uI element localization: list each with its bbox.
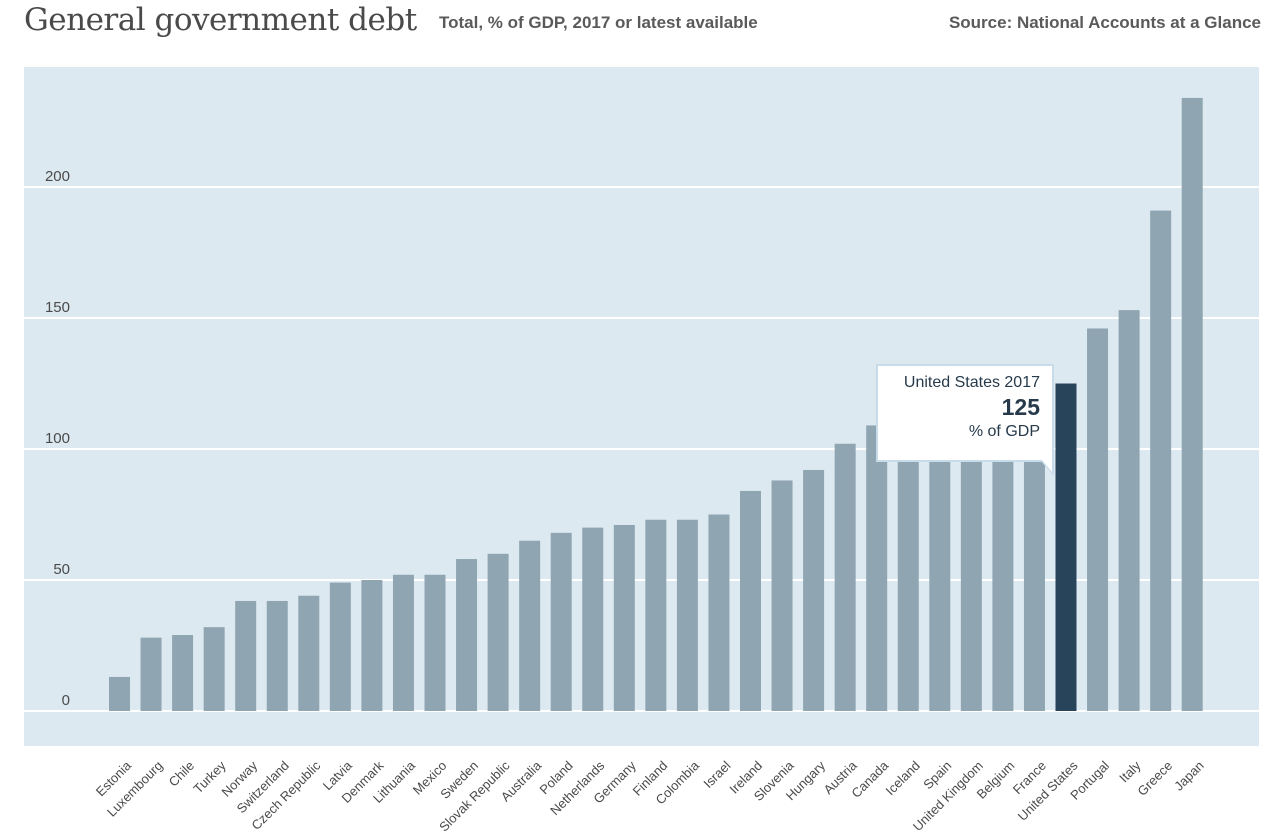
bar-ireland[interactable] xyxy=(740,490,761,711)
bars xyxy=(109,97,1203,712)
tooltip-tail-inner xyxy=(1041,459,1052,472)
bar-chile[interactable] xyxy=(172,635,194,711)
bar-italy[interactable] xyxy=(1118,310,1140,711)
bar-mexico[interactable] xyxy=(424,574,446,711)
chart-source: Source: National Accounts at a Glance xyxy=(948,13,1261,32)
y-tick-label: 50 xyxy=(53,561,70,578)
bar-slovenia[interactable] xyxy=(771,480,793,711)
bar-japan[interactable] xyxy=(1181,97,1203,712)
bar-luxembourg[interactable] xyxy=(140,637,162,711)
y-tick-label: 0 xyxy=(62,692,70,709)
bar-slovak-republic[interactable] xyxy=(487,553,509,711)
bar-israel[interactable] xyxy=(708,514,730,712)
bar-germany[interactable] xyxy=(613,524,635,711)
bar-czech-republic[interactable] xyxy=(298,595,320,711)
bar-norway[interactable] xyxy=(235,600,257,711)
bar-australia[interactable] xyxy=(519,540,541,711)
bar-finland[interactable] xyxy=(645,519,667,711)
bar-sweden[interactable] xyxy=(456,559,478,711)
bar-switzerland[interactable] xyxy=(266,600,288,711)
y-axis-ticks: 0 50 100 150 200 xyxy=(45,168,70,709)
bar-lithuania[interactable] xyxy=(392,574,414,711)
tooltip-value: 125 xyxy=(1001,394,1040,420)
bar-hungary[interactable] xyxy=(803,469,825,711)
x-tick-label: Greece xyxy=(1134,758,1175,799)
y-tick-label: 100 xyxy=(45,430,70,447)
chart-subtitle: Total, % of GDP, 2017 or latest availabl… xyxy=(439,13,758,32)
bar-turkey[interactable] xyxy=(203,627,225,711)
bar-portugal[interactable] xyxy=(1087,328,1109,711)
tooltip-unit: % of GDP xyxy=(968,423,1040,440)
bar-united-kingdom[interactable] xyxy=(960,404,982,711)
tooltip-title: United States 2017 xyxy=(903,374,1040,391)
x-tick-label: Japan xyxy=(1171,758,1207,794)
y-tick-label: 200 xyxy=(45,168,70,185)
bar-greece[interactable] xyxy=(1150,210,1172,711)
bar-netherlands[interactable] xyxy=(582,527,604,711)
bar-france[interactable] xyxy=(1023,388,1045,711)
chart-title: General government debt xyxy=(24,2,417,38)
bar-poland[interactable] xyxy=(550,532,572,711)
y-tick-label: 150 xyxy=(45,299,70,316)
bar-latvia[interactable] xyxy=(329,582,351,711)
bar-belgium[interactable] xyxy=(992,393,1014,711)
bar-spain[interactable] xyxy=(929,414,951,711)
tooltip: United States 2017 125 % of GDP xyxy=(876,364,1054,462)
bar-denmark[interactable] xyxy=(361,580,383,711)
bar-canada[interactable] xyxy=(866,425,888,711)
bar-estonia[interactable] xyxy=(109,676,130,711)
gridlines xyxy=(24,186,1259,712)
x-tick-label: Iceland xyxy=(883,758,923,798)
bar-austria[interactable] xyxy=(834,443,856,711)
x-tick-label: Italy xyxy=(1116,758,1144,786)
bar-colombia[interactable] xyxy=(676,519,698,711)
bar-iceland[interactable] xyxy=(897,420,919,711)
bar-united-states[interactable] xyxy=(1055,383,1077,712)
